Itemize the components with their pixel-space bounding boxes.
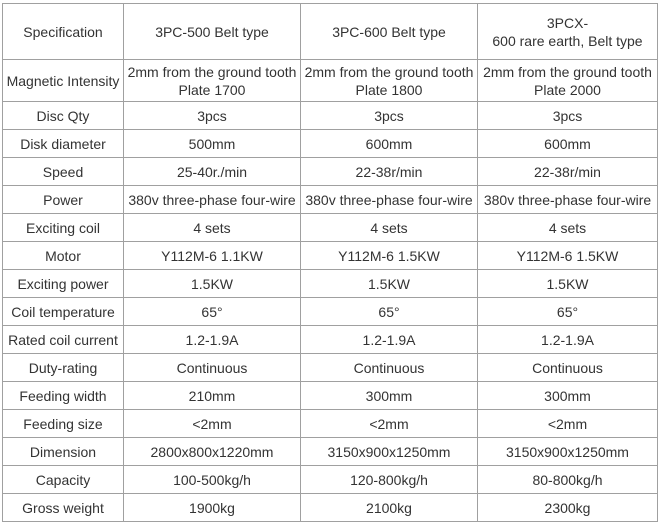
table-row: Specification 3PC-500 Belt type 3PC-600 Be… [2, 3, 658, 60]
cell: 600mm [477, 129, 658, 158]
cell: 22-38r/min [477, 157, 658, 186]
cell: <2mm [123, 409, 301, 438]
cell: 22-38r/min [300, 157, 478, 186]
row-label: Power [2, 185, 124, 214]
cell: 3150x900x1250mm [300, 437, 478, 466]
cell: 3pcs [477, 101, 658, 130]
cell: 3PCX- 600 rare earth, Belt type [477, 3, 658, 60]
cell: 3150x900x1250mm [477, 437, 658, 466]
cell: 500mm [123, 129, 301, 158]
cell: 3PC-500 Belt type [123, 3, 301, 60]
table-row: Disc Qty 3pcs 3pcs 3pcs [2, 101, 658, 130]
table-row: Feeding size <2mm <2mm <2mm [2, 409, 658, 438]
cell: 4 sets [300, 213, 478, 242]
cell: 1.5KW [300, 269, 478, 298]
row-label: Motor [2, 241, 124, 270]
row-label: Disk diameter [2, 129, 124, 158]
cell: Y112M-6 1.5KW [477, 241, 658, 270]
cell: 2mm from the ground tooth Plate 1700 [123, 59, 301, 102]
cell: Continuous [300, 353, 478, 382]
row-label: Magnetic Intensity [2, 59, 124, 102]
table-row: Power 380v three-phase four-wire 380v thre… [2, 185, 658, 214]
row-label: Duty-rating [2, 353, 124, 382]
table-row: Feeding width 210mm 300mm 300mm [2, 381, 658, 410]
cell: 100-500kg/h [123, 465, 301, 494]
cell: <2mm [477, 409, 658, 438]
table-row: Disk diameter 500mm 600mm 600mm [2, 129, 658, 158]
row-label: Coil temperature [2, 297, 124, 326]
table-row: Magnetic Intensity 2mm from the ground to… [2, 59, 658, 102]
table-row: Exciting coil 4 sets 4 sets 4 sets [2, 213, 658, 242]
cell: Continuous [477, 353, 658, 382]
row-label: Rated coil current [2, 325, 124, 354]
cell: 120-800kg/h [300, 465, 478, 494]
cell: 65° [300, 297, 478, 326]
table-row: Speed 25-40r./min 22-38r/min 22-38r/min [2, 157, 658, 186]
cell: 600mm [300, 129, 478, 158]
cell: 1.5KW [477, 269, 658, 298]
cell: 80-800kg/h [477, 465, 658, 494]
cell: 380v three-phase four-wire [300, 185, 478, 214]
row-label: Gross weight [2, 493, 124, 522]
cell: 25-40r./min [123, 157, 301, 186]
row-label: Exciting coil [2, 213, 124, 242]
cell: 300mm [477, 381, 658, 410]
table-row: Coil temperature 65° 65° 65° [2, 297, 658, 326]
cell: 300mm [300, 381, 478, 410]
cell: 1.2-1.9A [477, 325, 658, 354]
cell: 1.2-1.9A [123, 325, 301, 354]
cell: 3pcs [300, 101, 478, 130]
row-label: Dimension [2, 437, 124, 466]
cell: <2mm [300, 409, 478, 438]
cell: 380v three-phase four-wire [123, 185, 301, 214]
row-label: Capacity [2, 465, 124, 494]
cell: 1.5KW [123, 269, 301, 298]
cell: 4 sets [477, 213, 658, 242]
cell: Y112M-6 1.5KW [300, 241, 478, 270]
cell: Y112M-6 1.1KW [123, 241, 301, 270]
cell: 2100kg [300, 493, 478, 522]
table-row: Duty-rating Continuous Continuous Continuou… [2, 353, 658, 382]
cell: 4 sets [123, 213, 301, 242]
cell: 2300kg [477, 493, 658, 522]
cell: 1.2-1.9A [300, 325, 478, 354]
table-row: Motor Y112M-6 1.1KW Y112M-6 1.5KW Y112M-6 1… [2, 241, 658, 270]
table-row: Dimension 2800x800x1220mm 3150x900x1250mm 3… [2, 437, 658, 466]
table-row: Rated coil current 1.2-1.9A 1.2-1.9A 1.2-1.… [2, 325, 658, 354]
row-label: Feeding size [2, 409, 124, 438]
spec-table: Specification 3PC-500 Belt type 3PC-600 Be… [2, 3, 658, 522]
row-label: Speed [2, 157, 124, 186]
cell: 3pcs [123, 101, 301, 130]
cell: Continuous [123, 353, 301, 382]
table-row: Capacity 100-500kg/h 120-800kg/h 80-800kg/h [2, 465, 658, 494]
cell: 3PC-600 Belt type [300, 3, 478, 60]
cell: 1900kg [123, 493, 301, 522]
row-label: Exciting power [2, 269, 124, 298]
table-row: Gross weight 1900kg 2100kg 2300kg [2, 493, 658, 522]
cell: 65° [123, 297, 301, 326]
cell: 2mm from the ground tooth Plate 1800 [300, 59, 478, 102]
cell: 65° [477, 297, 658, 326]
row-label: Feeding width [2, 381, 124, 410]
cell: 2mm from the ground tooth Plate 2000 [477, 59, 658, 102]
cell: 210mm [123, 381, 301, 410]
row-label: Specification [2, 3, 124, 60]
table-row: Exciting power 1.5KW 1.5KW 1.5KW [2, 269, 658, 298]
row-label: Disc Qty [2, 101, 124, 130]
cell: 380v three-phase four-wire [477, 185, 658, 214]
cell: 2800x800x1220mm [123, 437, 301, 466]
